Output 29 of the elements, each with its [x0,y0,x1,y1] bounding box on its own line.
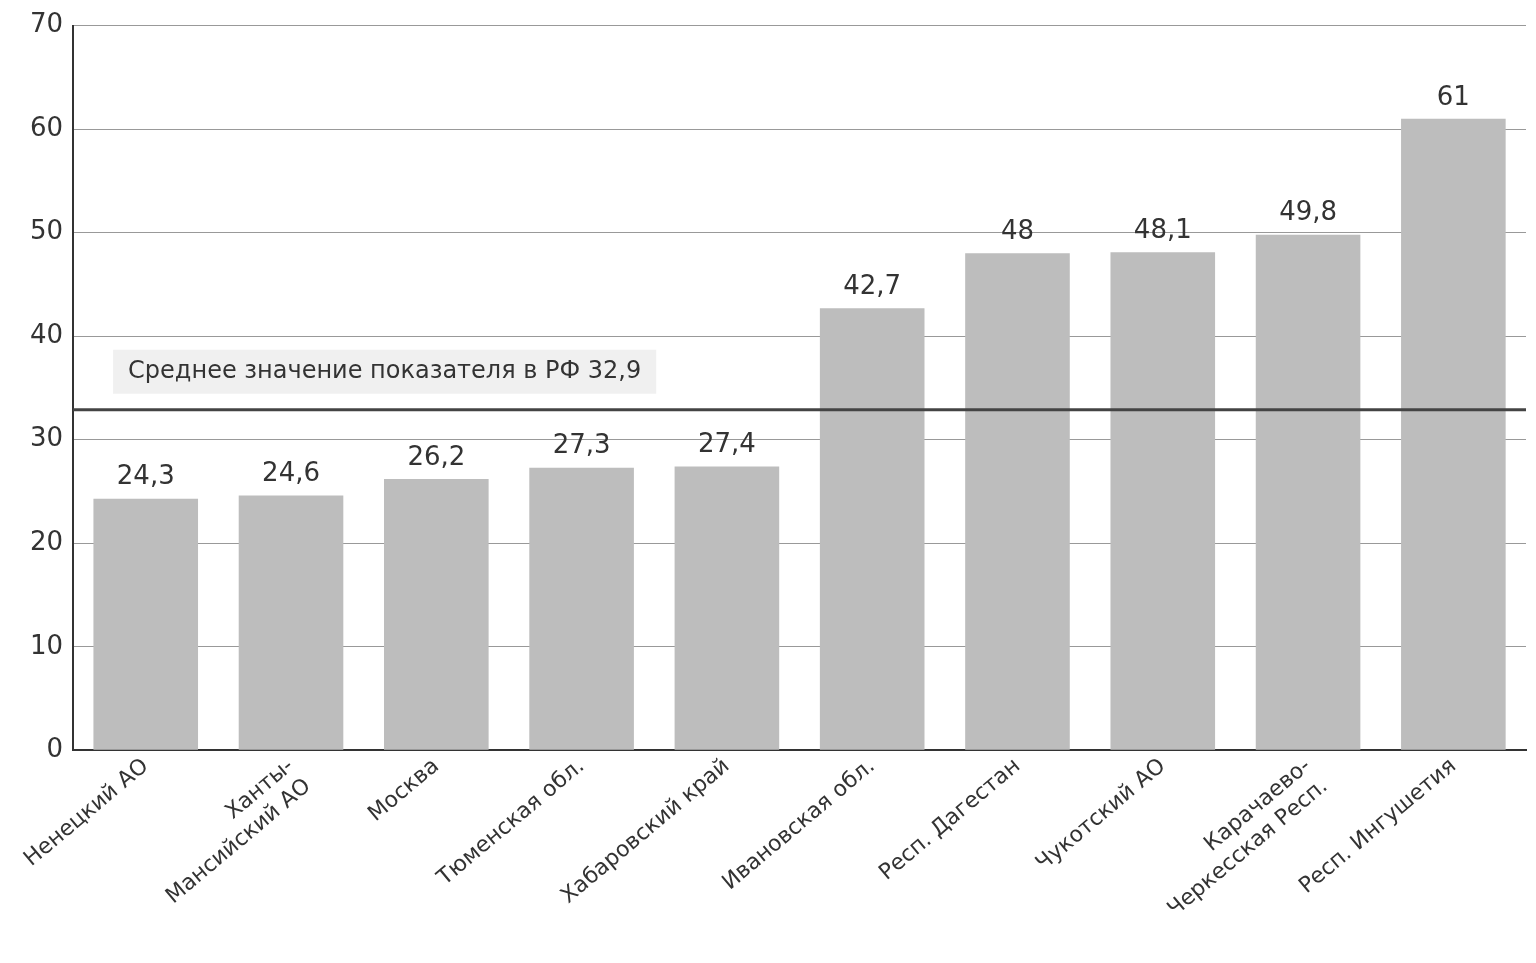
bar [529,467,634,750]
data-label: 24,6 [262,457,320,488]
bar [1110,252,1216,750]
data-label: 61 [1436,80,1470,111]
ref-line-label: Среднее значение показателя в РФ 32,9 [128,355,642,384]
bar [1255,234,1361,750]
data-label: 48 [1000,215,1035,246]
y-tick-label: 60 [29,111,64,142]
data-label: 26,2 [407,440,466,471]
data-label: 27,3 [552,429,611,460]
bar [819,308,925,750]
y-tick-label: 40 [29,318,64,349]
data-label: 27,4 [697,428,756,459]
bar [674,466,780,750]
data-label: 42,7 [843,269,902,300]
y-tick-label: 70 [29,8,64,39]
bar [384,479,489,750]
bar [238,495,344,750]
y-tick-label: 20 [29,525,64,556]
bar [93,498,199,750]
bar [1401,118,1506,750]
y-tick-label: 0 [46,733,64,764]
bar [965,253,1070,750]
data-label: 48,1 [1133,214,1192,245]
y-tick-label: 10 [29,629,64,660]
data-label: 24,3 [116,460,175,491]
y-tick-label: 30 [29,422,64,453]
y-tick-label: 50 [29,215,64,246]
data-label: 49,8 [1279,196,1338,227]
